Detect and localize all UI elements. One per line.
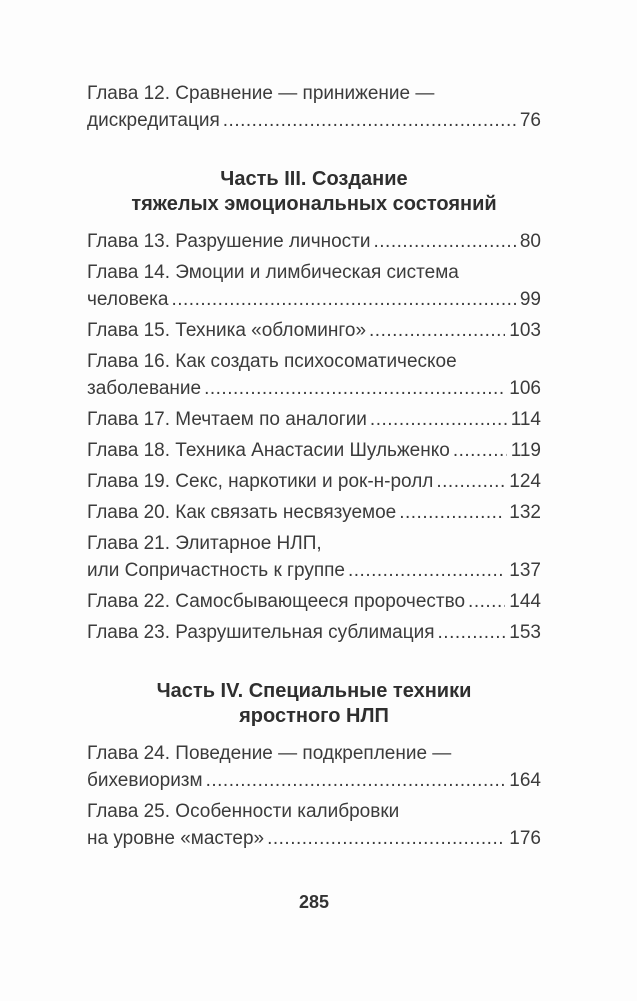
toc-page-number: 144 xyxy=(509,591,541,612)
toc-entry: Глава 20. Как связать несвязуемое 132 xyxy=(87,499,541,526)
toc-entry-text: дискредитация xyxy=(87,110,220,131)
toc-page-number: 176 xyxy=(509,828,541,849)
toc-entry-text-line: Глава 21. Элитарное НЛП, xyxy=(87,533,322,554)
toc-page-number: 76 xyxy=(519,110,541,131)
toc-entry-leader-line: Глава 22. Самосбывающееся пророчество 14… xyxy=(87,588,541,615)
toc-entry: Глава 17. Мечтаем по аналогии 114 xyxy=(87,406,541,433)
toc-entry-leader-line: Глава 13. Разрушение личности 80 xyxy=(87,228,541,255)
dot-leader xyxy=(468,588,505,615)
toc-entry-text: Глава 19. Секс, наркотики и рок-н-ролл xyxy=(87,471,434,492)
toc-entry-leader-line: Глава 23. Разрушительная сублимация 153 xyxy=(87,619,541,646)
toc-entry-text: бихевиоризм xyxy=(87,770,203,791)
toc-entry-text: человека xyxy=(87,289,169,310)
dot-leader xyxy=(453,437,507,464)
toc-entry-leader-line: Глава 20. Как связать несвязуемое 132 xyxy=(87,499,541,526)
toc-entry-text: Глава 20. Как связать несвязуемое xyxy=(87,502,397,523)
toc-entry-text-line: Глава 24. Поведение — подкрепление — xyxy=(87,743,452,764)
toc-entry: Глава 12. Сравнение — принижение — дискр… xyxy=(87,80,541,134)
section-heading-line: Часть IV. Специальные техники xyxy=(156,680,472,702)
dot-leader xyxy=(223,107,516,134)
page-number: 285 xyxy=(298,892,330,912)
dot-leader xyxy=(438,619,506,646)
toc-entry: Глава 25. Особенности калибровки на уров… xyxy=(87,798,541,852)
dot-leader xyxy=(374,228,516,255)
toc-entry-text: Глава 22. Самосбывающееся пророчество xyxy=(87,591,466,612)
toc-entry-leader-line: дискредитация 76 xyxy=(87,107,541,134)
toc-entry-leader-line: Глава 18. Техника Анастасии Шульженко 11… xyxy=(87,437,541,464)
toc-entry-text-line: Глава 14. Эмоции и лимбическая система xyxy=(87,262,459,283)
toc-page-number: 99 xyxy=(519,289,541,310)
section-heading: Часть IV. Специальные техники яростного … xyxy=(87,679,541,729)
dot-leader xyxy=(267,825,505,852)
toc-entry-leader-line: Глава 15. Техника «обломинго» 103 xyxy=(87,317,541,344)
toc-entry-leader-line: человека 99 xyxy=(87,286,541,313)
toc-entry-text-line: Глава 25. Особенности калибровки xyxy=(87,801,400,822)
toc-page-number: 103 xyxy=(509,320,541,341)
toc-entry-text: на уровне «мастер» xyxy=(87,828,265,849)
toc-page-number: 80 xyxy=(519,231,541,252)
dot-leader xyxy=(436,468,505,495)
dot-leader xyxy=(348,557,505,584)
toc-page-number: 106 xyxy=(509,378,541,399)
toc-page-number: 124 xyxy=(509,471,541,492)
dot-leader xyxy=(369,317,505,344)
toc-entry: Глава 13. Разрушение личности 80 xyxy=(87,228,541,255)
toc-entry-text: или Сопричастность к группе xyxy=(87,560,345,581)
toc-page-number: 153 xyxy=(509,622,541,643)
toc-entry-text: заболевание xyxy=(87,378,202,399)
toc-page-number: 164 xyxy=(509,770,541,791)
toc-page-number: 119 xyxy=(510,440,541,461)
dot-leader xyxy=(204,375,505,402)
toc-entry-leader-line: бихевиоризм 164 xyxy=(87,767,541,794)
toc-page-number: 137 xyxy=(509,560,541,581)
toc-entry: Глава 18. Техника Анастасии Шульженко 11… xyxy=(87,437,541,464)
toc-entry-leader-line: заболевание 106 xyxy=(87,375,541,402)
toc-entry-text: Глава 17. Мечтаем по аналогии xyxy=(87,409,367,430)
toc-entry-leader-line: Глава 17. Мечтаем по аналогии 114 xyxy=(87,406,541,433)
toc-entry-text: Глава 23. Разрушительная сублимация xyxy=(87,622,435,643)
toc-entry-text: Глава 13. Разрушение личности xyxy=(87,231,371,252)
section-heading-line: яростного НЛП xyxy=(239,705,389,727)
toc-entry-text: Глава 18. Техника Анастасии Шульженко xyxy=(87,440,450,461)
toc-entry: Глава 19. Секс, наркотики и рок-н-ролл 1… xyxy=(87,468,541,495)
toc-entry: Глава 23. Разрушительная сублимация 153 xyxy=(87,619,541,646)
toc-entry: Глава 14. Эмоции и лимбическая система ч… xyxy=(87,259,541,313)
toc-page-number: 114 xyxy=(510,409,541,430)
toc-page-number: 132 xyxy=(509,502,541,523)
toc-entry: Глава 22. Самосбывающееся пророчество 14… xyxy=(87,588,541,615)
section-heading-line: тяжелых эмоциональных состояний xyxy=(131,193,497,215)
toc-entry-text-line: Глава 16. Как создать психосоматическое xyxy=(87,351,457,372)
toc-entry-text-line: Глава 12. Сравнение — принижение — xyxy=(87,83,435,104)
toc-entry-leader-line: Глава 19. Секс, наркотики и рок-н-ролл 1… xyxy=(87,468,541,495)
dot-leader xyxy=(206,767,506,794)
dot-leader xyxy=(370,406,507,433)
section-heading-line: Часть III. Создание xyxy=(220,168,408,190)
toc-entry-text: Глава 15. Техника «обломинго» xyxy=(87,320,367,341)
toc-entry: Глава 21. Элитарное НЛП, или Сопричастно… xyxy=(87,530,541,584)
section-heading: Часть III. Создание тяжелых эмоциональны… xyxy=(87,167,541,217)
dot-leader xyxy=(399,499,505,526)
toc-entry: Глава 15. Техника «обломинго» 103 xyxy=(87,317,541,344)
toc-entry-leader-line: или Сопричастность к группе 137 xyxy=(87,557,541,584)
toc-entry-leader-line: на уровне «мастер» 176 xyxy=(87,825,541,852)
dot-leader xyxy=(171,286,515,313)
toc-entry: Глава 24. Поведение — подкрепление — бих… xyxy=(87,740,541,794)
toc-entry: Глава 16. Как создать психосоматическое … xyxy=(87,348,541,402)
